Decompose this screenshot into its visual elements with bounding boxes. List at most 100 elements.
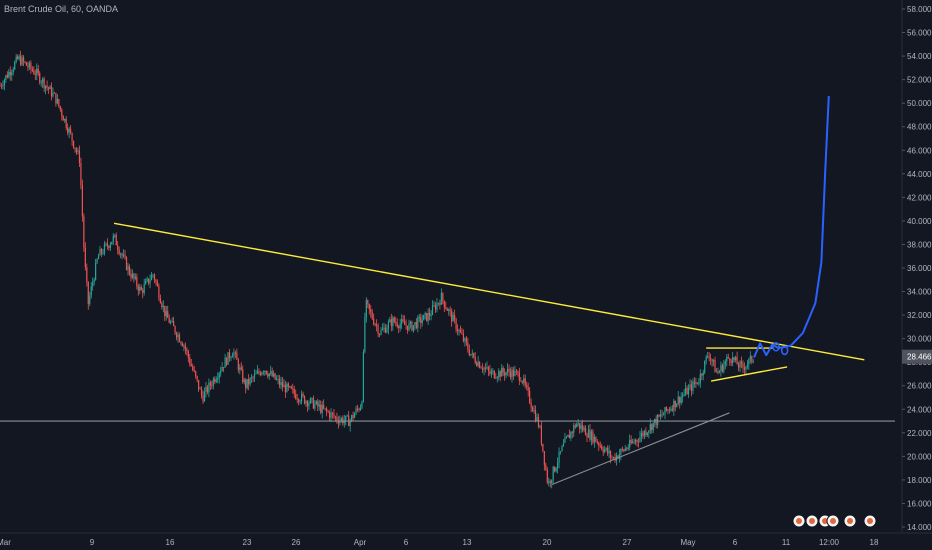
candle-body <box>136 276 138 287</box>
candle-body <box>164 305 166 317</box>
candle-body <box>225 357 228 365</box>
candle-body <box>495 377 497 379</box>
trendline-wedge-lower[interactable] <box>710 366 788 382</box>
candle-body <box>59 106 61 110</box>
x-tick-label: 6 <box>733 538 738 547</box>
y-tick-label: 20.000 <box>907 452 932 461</box>
candle-body <box>78 150 81 164</box>
candle-body <box>601 445 603 450</box>
candle-body <box>105 243 107 245</box>
candle-body <box>56 99 58 104</box>
candle-body <box>567 434 569 437</box>
candle-body <box>255 373 257 375</box>
candle-body <box>295 393 297 399</box>
candle-body <box>732 357 734 363</box>
x-tick-label: 26 <box>292 538 301 547</box>
candle-body <box>283 384 285 388</box>
candle-body <box>77 150 79 152</box>
candle-body <box>46 85 48 88</box>
candle-body <box>434 305 437 310</box>
candle-body <box>180 341 182 344</box>
candle-body <box>155 280 157 283</box>
candle-body <box>202 395 204 402</box>
candle-body <box>639 436 641 442</box>
candle-body <box>414 322 416 326</box>
candle-body <box>315 401 317 404</box>
candle-body <box>15 56 17 63</box>
candle-body <box>324 408 326 410</box>
candle-body <box>448 309 450 311</box>
candle-body <box>680 397 682 404</box>
y-tick-label: 48.000 <box>907 123 932 132</box>
projection-path[interactable] <box>753 96 830 358</box>
y-tick-label: 24.000 <box>907 405 932 414</box>
candle-body <box>442 293 444 301</box>
candle-body <box>221 367 223 371</box>
candle-body <box>420 317 422 324</box>
candle-body <box>493 370 495 378</box>
trendline-descending-resistance[interactable] <box>113 222 865 361</box>
x-tick-label: Mar <box>0 538 11 547</box>
candle-body <box>546 469 548 483</box>
candle-body <box>607 448 609 454</box>
candle-body <box>598 442 600 446</box>
candle-body <box>571 431 573 433</box>
candle-body <box>596 442 598 443</box>
candle-body <box>198 379 200 390</box>
candle-body <box>242 369 244 383</box>
candle-body <box>302 393 304 397</box>
candle-body <box>95 262 97 280</box>
candle-body <box>643 431 645 436</box>
candle-body <box>726 357 728 362</box>
candle-body <box>190 364 192 367</box>
candle-body <box>43 78 45 89</box>
chart-title: Brent Crude Oil, 60, OANDA <box>4 4 119 14</box>
candle-body <box>618 454 620 459</box>
y-tick-label: 56.000 <box>907 29 932 38</box>
candle-body <box>99 249 101 256</box>
candle-body <box>167 311 169 318</box>
candle-body <box>42 78 44 83</box>
candle-body <box>446 308 448 311</box>
candle-body <box>146 278 148 281</box>
candle-body <box>520 380 522 382</box>
candle-body <box>405 324 407 326</box>
candle-body <box>253 374 256 378</box>
candle-body <box>240 367 242 370</box>
candle-body <box>142 290 144 293</box>
candle-body <box>106 243 108 247</box>
candle-body <box>165 311 167 317</box>
candle-body <box>108 246 110 248</box>
y-tick-label: 58.000 <box>907 5 932 14</box>
candle-body <box>303 396 306 404</box>
candle-body <box>184 345 186 350</box>
candle-body <box>467 342 469 350</box>
candle-body <box>12 69 14 73</box>
candle-body <box>534 410 537 421</box>
event-marker-dot <box>822 518 828 524</box>
y-tick-label: 50.000 <box>907 99 932 108</box>
candle-body <box>704 360 706 373</box>
candle-body <box>632 441 634 443</box>
candle-body <box>496 377 498 379</box>
candle-body <box>268 373 270 377</box>
candle-body <box>699 374 701 384</box>
candle-body <box>515 371 518 372</box>
candle-body <box>178 334 181 342</box>
candle-body <box>187 351 189 358</box>
candle-body <box>668 409 671 411</box>
trendline-rising-support[interactable] <box>551 412 730 486</box>
candle-body <box>22 57 25 62</box>
candle-body <box>623 449 625 451</box>
candle-body <box>661 414 663 416</box>
candle-body <box>74 147 76 150</box>
candle-body <box>586 435 588 438</box>
candle-body <box>186 349 188 352</box>
candle-body <box>458 329 460 332</box>
candle-body <box>301 393 303 402</box>
candle-body <box>275 379 278 380</box>
candle-body <box>117 245 119 250</box>
candle-body <box>152 274 154 276</box>
candle-body <box>31 68 33 71</box>
